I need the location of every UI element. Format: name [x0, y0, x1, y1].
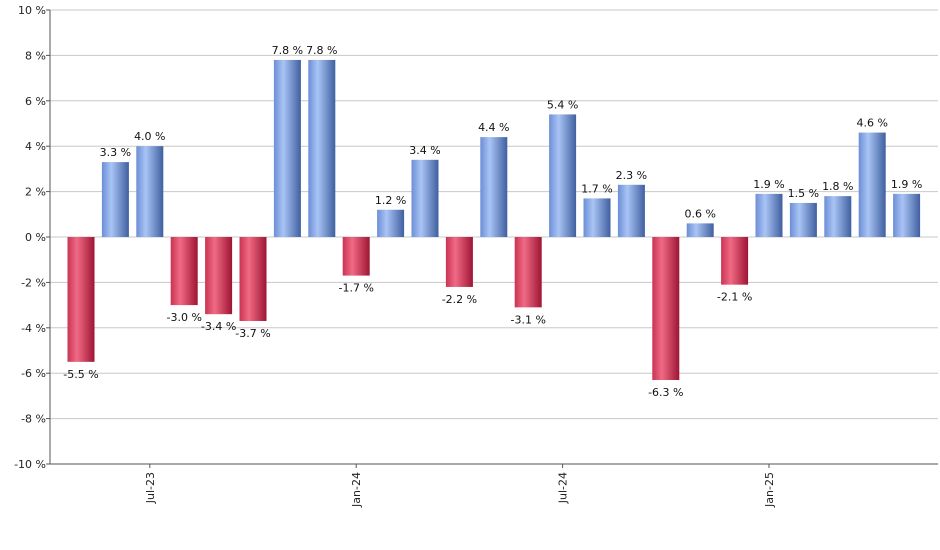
x-axis-tick-labels: Jul-23 Jan-24 Jul-24 Jan-25 [144, 464, 776, 508]
axes [49, 10, 938, 465]
data-label: 3.3 % [100, 146, 131, 159]
bar [755, 193, 783, 237]
bar [342, 237, 370, 276]
bar [514, 237, 542, 308]
y-tick-label: 0 % [25, 231, 46, 244]
y-tick-label: 4 % [25, 140, 46, 153]
bar [308, 59, 336, 237]
bar [136, 146, 164, 237]
bar [239, 237, 267, 321]
data-label: -3.4 % [201, 320, 236, 333]
y-tick-label: -2 % [21, 276, 46, 289]
data-label: 4.6 % [856, 117, 887, 130]
data-label: 1.2 % [375, 194, 406, 207]
x-tick-label: Jul-23 [144, 472, 157, 504]
data-label: -3.1 % [510, 313, 545, 326]
data-label: 7.8 % [306, 44, 337, 57]
data-label: 1.9 % [891, 178, 922, 191]
data-label: -3.7 % [235, 327, 270, 340]
data-label: -5.5 % [63, 368, 98, 381]
y-tick-label: -4 % [21, 322, 46, 335]
data-label: 0.6 % [684, 207, 715, 220]
bar [721, 237, 749, 285]
bar [273, 59, 301, 237]
bar [445, 237, 473, 287]
data-label: 1.5 % [788, 187, 819, 200]
bar [652, 237, 680, 381]
bar [858, 132, 886, 237]
bar [893, 193, 921, 237]
data-label: -2.2 % [442, 293, 477, 306]
bars [67, 59, 921, 381]
data-label: 1.7 % [581, 182, 612, 195]
y-tick-label: 6 % [25, 95, 46, 108]
data-label: 2.3 % [616, 169, 647, 182]
bar [583, 198, 611, 237]
y-tick-label: -10 % [14, 458, 46, 471]
bar [617, 184, 645, 237]
data-label: 4.4 % [478, 121, 509, 134]
bar [824, 196, 852, 237]
data-label: 1.9 % [753, 178, 784, 191]
y-tick-label: 8 % [25, 49, 46, 62]
bar [101, 162, 129, 237]
bar [377, 209, 405, 237]
bar [170, 237, 198, 306]
data-label: 3.4 % [409, 144, 440, 157]
y-tick-label: 10 % [18, 4, 46, 17]
bar [789, 202, 817, 237]
bar [411, 159, 439, 237]
y-axis-tick-labels: -10 % -8 % -6 % -4 % -2 % 0 % 2 % 4 % 6 % 8 % 10 % [14, 4, 50, 471]
bar [686, 223, 714, 237]
data-label: 1.8 % [822, 180, 853, 193]
data-label: -1.7 % [338, 282, 373, 295]
bar [67, 237, 95, 362]
x-tick-label: Jan-25 [763, 472, 776, 508]
data-label: -3.0 % [166, 311, 201, 324]
data-label: 4.0 % [134, 130, 165, 143]
data-label: -2.1 % [717, 291, 752, 304]
y-tick-label: 2 % [25, 186, 46, 199]
data-labels: -5.5 % 3.3 %4.0 % -3.0 %-3.4 %-3.7 % 7.8 % 7… [63, 44, 922, 399]
data-label: 5.4 % [547, 98, 578, 111]
x-tick-label: Jul-24 [557, 472, 570, 504]
bar [205, 237, 233, 315]
bar [480, 137, 508, 237]
data-label: -6.3 % [648, 386, 683, 399]
y-tick-label: -8 % [21, 413, 46, 426]
x-tick-label: Jan-24 [350, 472, 363, 508]
bar [549, 114, 577, 237]
data-label: 7.8 % [272, 44, 303, 57]
y-tick-label: -6 % [21, 367, 46, 380]
